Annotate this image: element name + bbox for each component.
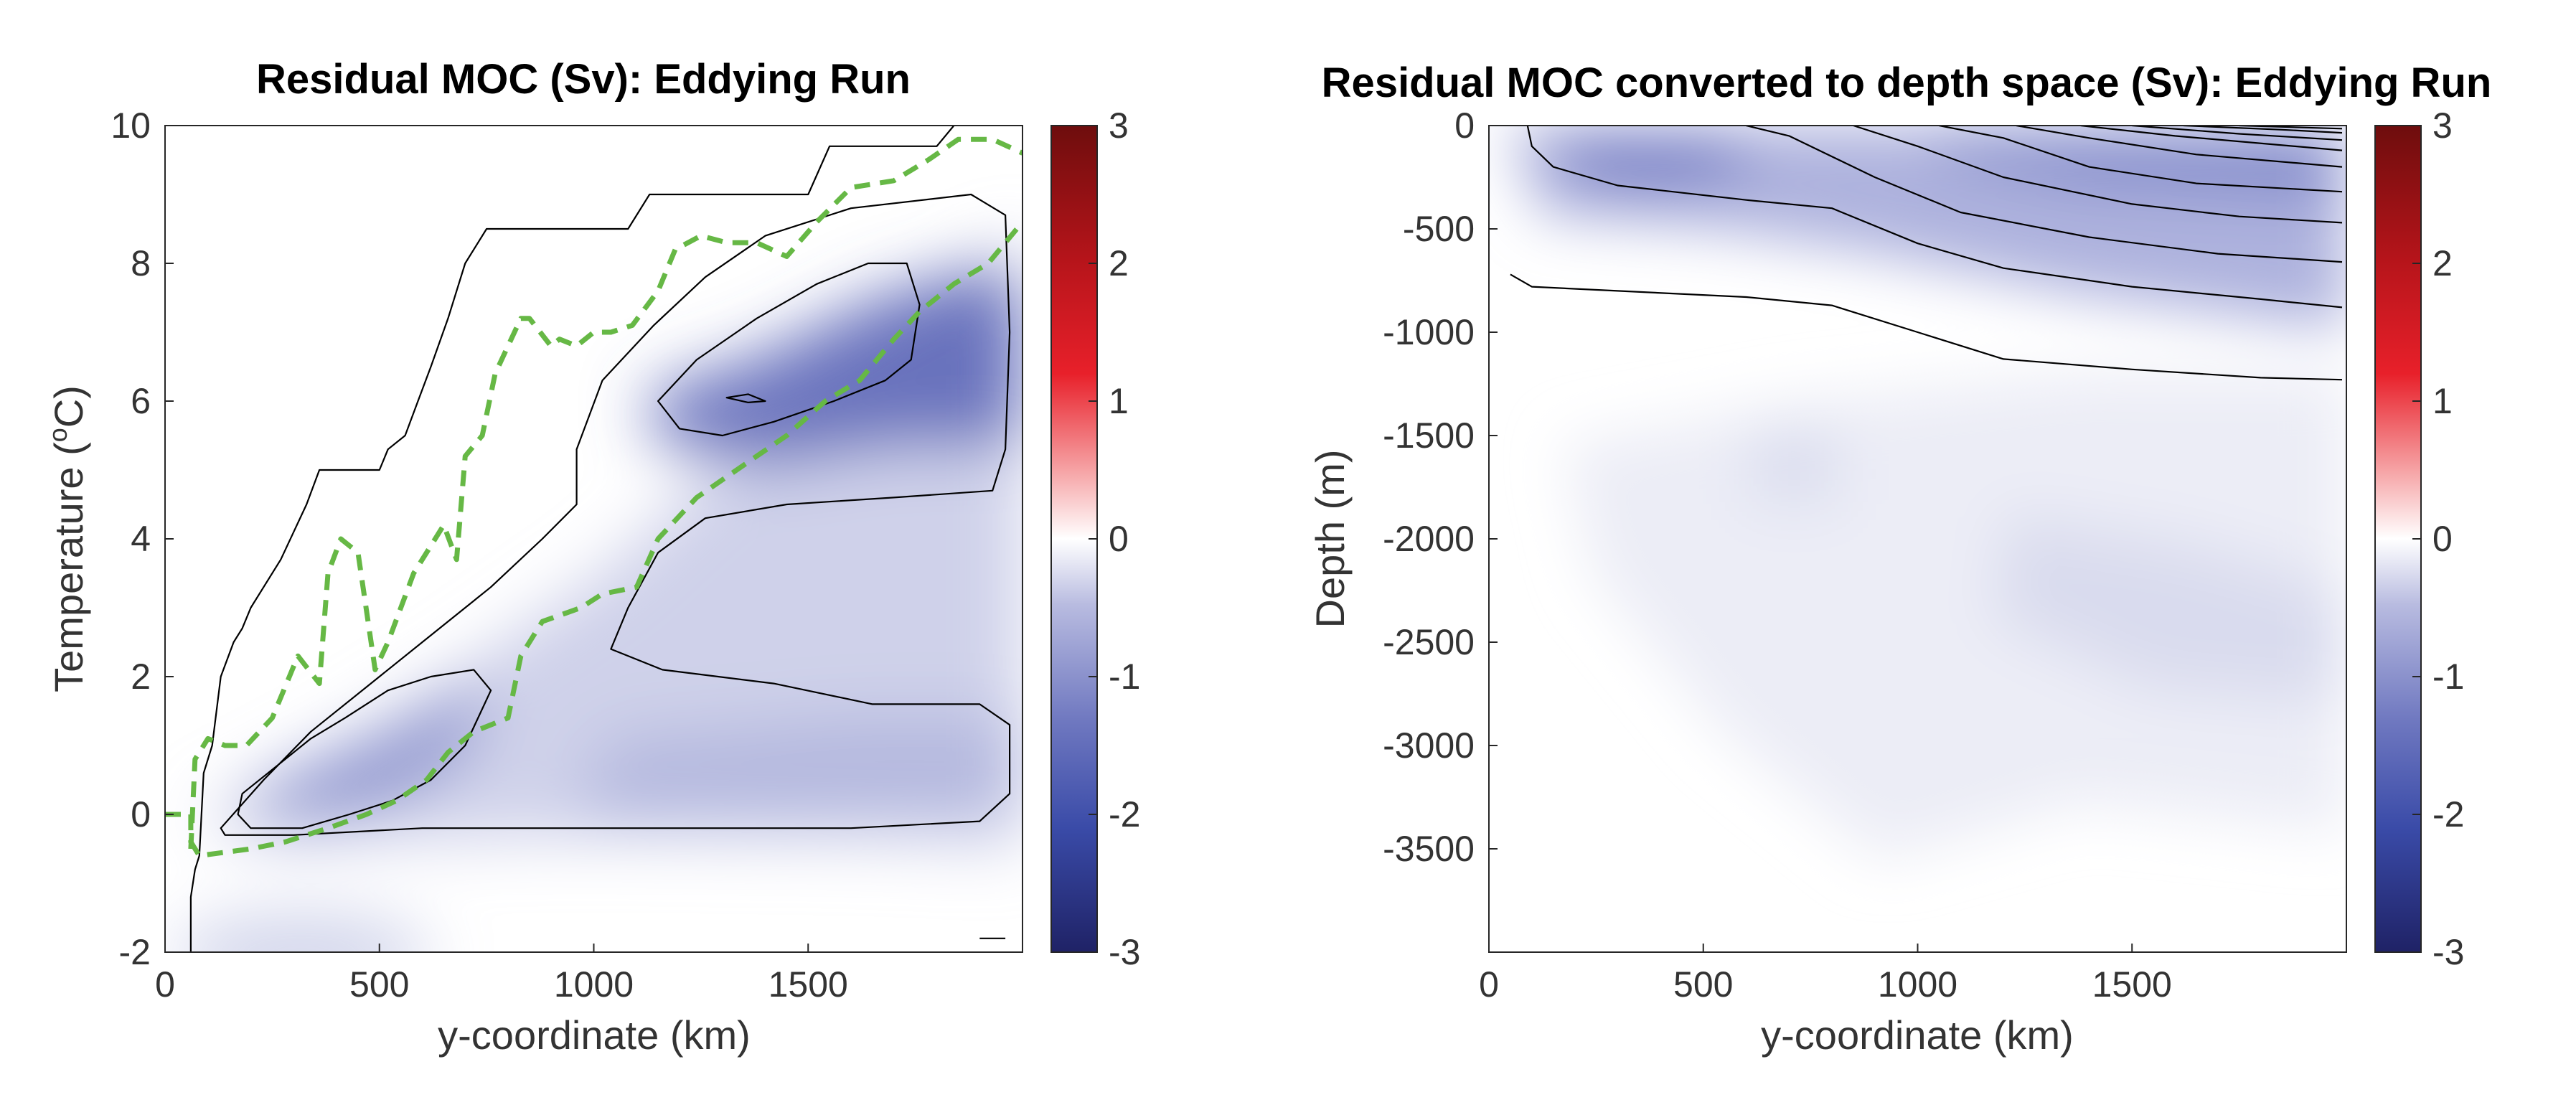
right-contour-line-7 <box>2080 126 2343 151</box>
left-heatmap-shading <box>172 237 1023 952</box>
left-colorbar-tick-label: 2 <box>1109 243 1129 283</box>
left-y-tick-label: -2 <box>119 932 151 972</box>
right-panel: Residual MOC converted to depth space (S… <box>1307 60 2491 1058</box>
right-contour-line-4 <box>1853 126 2343 224</box>
right-x-tick-label: 500 <box>1673 964 1733 1005</box>
left-y-tick-label: 0 <box>131 794 151 834</box>
right-shade-deep-patch <box>1751 431 1837 502</box>
left-colorbar-tick-label: 0 <box>1109 519 1129 559</box>
left-panel: Residual MOC (Sv): Eddying Run 0 500 1000 1… <box>43 56 1140 1058</box>
left-y-ticks: -2 0 2 4 6 8 10 <box>111 105 174 972</box>
left-x-tick-label: 500 <box>349 964 409 1005</box>
left-y-axis-label: Temperature (oC) <box>43 385 91 692</box>
left-y-axis-label-sup: o <box>43 428 72 442</box>
right-contour-line-3 <box>1746 126 2343 263</box>
left-y-tick-label: 4 <box>131 519 151 559</box>
right-y-tick-label: -500 <box>1403 209 1475 249</box>
right-colorbar-tick-label: -2 <box>2432 794 2464 834</box>
left-contour-line-4 <box>657 262 921 437</box>
right-contour-line-9 <box>2183 126 2343 134</box>
left-shade-broad <box>194 237 1023 847</box>
left-shade-upper-core <box>646 265 1023 466</box>
left-heatmap-field <box>172 237 1023 952</box>
right-x-tick-label: 1500 <box>2092 964 2172 1005</box>
right-x-tick-label: 0 <box>1479 964 1499 1005</box>
right-y-tick-label: -3000 <box>1383 725 1475 766</box>
left-dashed-line-1 <box>165 220 1023 859</box>
right-colorbar-tick-label: -1 <box>2432 657 2464 697</box>
left-shade-lower-core <box>237 689 488 818</box>
right-x-axis-label: y-coordinate (km) <box>1761 1012 2074 1058</box>
right-contour-line-1 <box>1510 273 2343 381</box>
left-x-ticks: 0 500 1000 1500 <box>155 944 848 1005</box>
left-y-axis-label-end: C) <box>46 385 91 428</box>
right-contours <box>1510 126 2343 381</box>
left-colorbar-tick-label: -2 <box>1109 794 1140 834</box>
left-colorbar-tick-label: -1 <box>1109 657 1140 697</box>
left-x-tick-label: 1500 <box>768 964 848 1005</box>
left-chart-title: Residual MOC (Sv): Eddying Run <box>256 56 911 103</box>
right-y-tick-label: -1000 <box>1383 312 1475 352</box>
right-chart-title: Residual MOC converted to depth space (S… <box>1322 60 2492 106</box>
right-y-ticks: 0 -500 -1000 -1500 -2000 -2500 -3000 -3500 <box>1383 105 1498 869</box>
right-contour-line-6 <box>2016 126 2343 168</box>
right-colorbar-tick-label: 0 <box>2432 519 2453 559</box>
left-dashed-lines <box>165 136 1023 859</box>
right-contour-line-8 <box>2132 126 2343 141</box>
left-contour-line-3 <box>220 193 1011 836</box>
right-colorbar-tick-label: 3 <box>2432 105 2453 146</box>
left-colorbar-ticks: 3 2 1 0 -1 -2 -3 <box>1089 105 1140 972</box>
right-x-ticks: 0 500 1000 1500 <box>1479 944 2172 1005</box>
right-y-tick-label: 0 <box>1454 105 1475 146</box>
left-contour-line-2 <box>237 669 492 829</box>
right-contour-line-2 <box>1526 126 2343 309</box>
right-shade-deep-core <box>1995 517 2339 703</box>
right-colorbar-tick-label: 2 <box>2432 243 2453 283</box>
right-shade-upper-core <box>1557 136 1758 187</box>
right-colorbar-ticks: 3 2 1 0 -1 -2 -3 <box>2412 105 2464 972</box>
left-contours <box>189 126 1011 952</box>
left-dashed-line-2 <box>188 136 1023 850</box>
left-y-tick-label: 2 <box>131 657 151 697</box>
left-contour-line-5 <box>725 393 766 403</box>
left-contour-line-1 <box>189 126 955 952</box>
right-y-axis-label: Depth (m) <box>1307 450 1353 629</box>
left-y-axis-label-main: Temperature ( <box>46 442 91 692</box>
left-shade-bottom <box>172 911 431 952</box>
left-colorbar-tick-label: 3 <box>1109 105 1129 146</box>
right-y-tick-label: -2000 <box>1383 519 1475 559</box>
right-y-tick-label: -3500 <box>1383 829 1475 869</box>
left-y-tick-label: 10 <box>111 105 151 146</box>
left-colorbar-tick-label: -3 <box>1109 932 1140 972</box>
left-colorbar-tick-label: 1 <box>1109 381 1129 421</box>
left-y-tick-label: 8 <box>131 243 151 283</box>
right-x-tick-label: 1000 <box>1878 964 1957 1005</box>
left-x-tick-label: 1000 <box>554 964 634 1005</box>
right-colorbar-tick-label: 1 <box>2432 381 2453 421</box>
right-y-tick-label: -2500 <box>1383 622 1475 662</box>
left-x-tick-label: 0 <box>155 964 175 1005</box>
right-colorbar-tick-label: -3 <box>2432 932 2464 972</box>
left-shade-band <box>574 718 1023 818</box>
left-x-axis-label: y-coordinate (km) <box>438 1012 751 1058</box>
right-contour-line-5 <box>1939 126 2343 193</box>
right-y-tick-label: -1500 <box>1383 415 1475 456</box>
left-y-tick-label: 6 <box>131 381 151 421</box>
